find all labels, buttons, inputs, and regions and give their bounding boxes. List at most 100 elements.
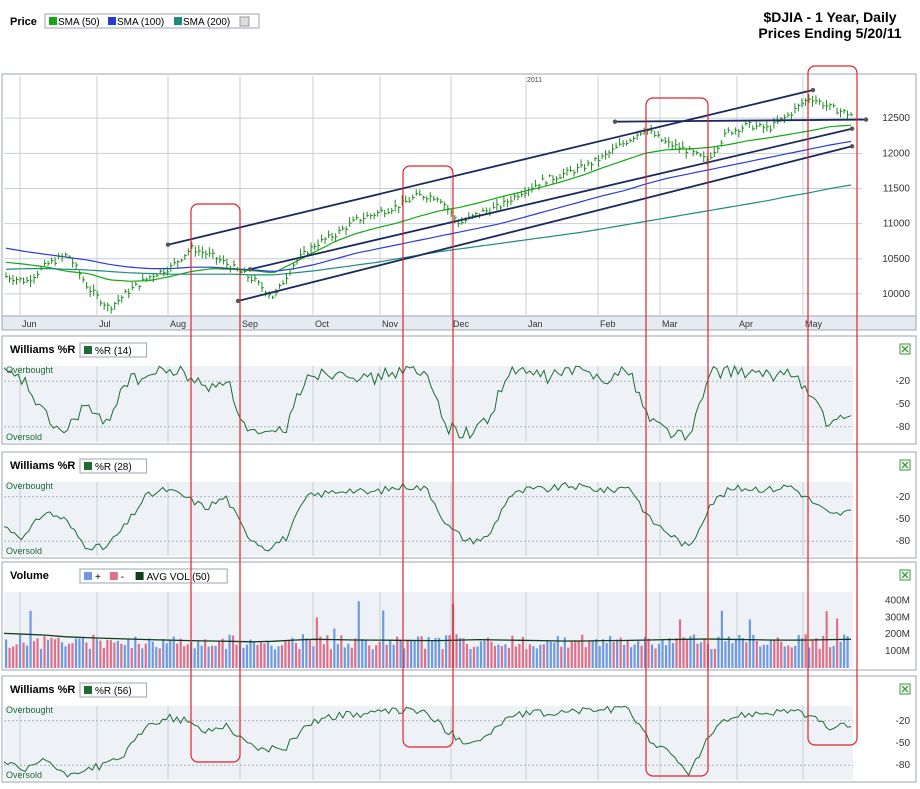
legend-label-sma200: SMA (200): [183, 17, 230, 28]
close-icon[interactable]: [899, 343, 911, 355]
volume-bar: [308, 639, 311, 668]
y-tick-label: 400M: [885, 595, 910, 606]
legend-swatch: [84, 686, 92, 694]
volume-bar: [479, 641, 483, 668]
volume-bar: [15, 644, 18, 668]
close-icon[interactable]: [899, 459, 911, 471]
volume-bar: [801, 638, 804, 668]
volume-bar: [8, 647, 11, 668]
volume-bar: [696, 643, 699, 668]
volume-bar: [113, 642, 116, 668]
volume-bar: [134, 636, 137, 668]
volume-bar: [361, 639, 364, 668]
volume-bar: [609, 635, 612, 668]
volume-bar: [483, 640, 486, 668]
x-tick-label: Sep: [242, 319, 258, 329]
volume-bar: [773, 639, 776, 668]
volume-bar: [595, 639, 598, 668]
volume-bar: [382, 610, 385, 668]
volume-bar: [650, 644, 654, 668]
volume-bar: [36, 638, 39, 668]
volume-bar: [623, 644, 626, 668]
indicator-title: Williams %R: [10, 684, 75, 696]
volume-bar: [427, 637, 430, 668]
indicator-plot-bg: [4, 706, 853, 780]
volume-bar: [39, 648, 43, 668]
legend-label: +: [95, 572, 101, 583]
volume-bar: [172, 636, 175, 668]
volume-bar: [378, 641, 381, 668]
x-tick-label: Jul: [99, 319, 111, 329]
oversold-label: Oversold: [6, 546, 42, 556]
volume-bar: [11, 646, 15, 668]
williams-line: [3, 705, 852, 778]
x-tick-label: Nov: [382, 319, 399, 329]
volume-bar: [637, 641, 640, 668]
volume-bar: [179, 638, 182, 668]
volume-bar: [221, 638, 224, 668]
volume-bar: [591, 640, 594, 668]
volume-bar: [417, 636, 420, 668]
y-tick-label: -80: [896, 536, 911, 547]
volume-bar: [228, 634, 231, 668]
volume-bar: [155, 647, 158, 668]
volume-bar: [678, 619, 682, 668]
x-tick-label: Aug: [170, 319, 186, 329]
indicator-title: Volume: [10, 570, 49, 582]
highlight-box: [645, 97, 709, 777]
volume-bar: [18, 634, 22, 668]
price-panel-frame: [1, 73, 917, 317]
volume-bar: [144, 643, 147, 668]
volume-bar: [598, 645, 601, 668]
volume-bar: [731, 643, 734, 668]
trendline-anchor: [849, 144, 855, 149]
volume-bar: [787, 645, 790, 668]
volume-bar: [78, 638, 81, 668]
chart-title-line1: $DJIA - 1 Year, Daily: [763, 9, 896, 25]
y-tick-label: 10500: [882, 254, 910, 265]
volume-bar: [839, 641, 842, 668]
volume-bar: [200, 645, 203, 668]
close-icon[interactable]: [899, 683, 911, 695]
volume-bar: [532, 646, 535, 668]
volume-bar: [109, 640, 112, 668]
volume-bar: [102, 647, 105, 668]
volume-bar: [528, 644, 531, 668]
volume-bar: [497, 644, 500, 668]
volume-bar: [322, 644, 325, 668]
volume-bar: [556, 636, 559, 668]
legend-swatch-sma200: [174, 17, 182, 25]
volume-bar: [444, 635, 448, 668]
legend-swatch-sma50: [49, 17, 57, 25]
legend-swatch-sma100: [108, 17, 116, 25]
volume-bar: [92, 634, 95, 668]
volume-bar: [430, 640, 434, 668]
volume-bar: [741, 638, 744, 668]
volume-bar: [403, 648, 406, 668]
legend-label: %R (28): [95, 462, 132, 473]
legend-close-icon[interactable]: [239, 16, 250, 27]
volume-bar: [822, 635, 825, 668]
y-tick-label: 10000: [882, 289, 910, 300]
close-icon[interactable]: [899, 569, 911, 581]
volume-bar: [727, 636, 730, 668]
volume-bar: [53, 639, 57, 668]
highlight-box: [402, 165, 454, 748]
volume-bar: [424, 648, 427, 668]
trendline-anchor: [165, 242, 171, 247]
series-line-sma-100-: [5, 140, 852, 272]
trendline: [167, 89, 814, 246]
volume-bar: [371, 649, 374, 668]
y-tick-label: 12000: [882, 148, 910, 159]
volume-bar: [671, 643, 675, 668]
trendline: [237, 145, 853, 302]
volume-bar: [783, 646, 786, 668]
close-icon-x: [901, 571, 909, 579]
volume-bar: [280, 645, 284, 668]
volume-bar: [657, 643, 661, 668]
volume-bar: [169, 639, 172, 668]
volume-bar: [207, 646, 210, 668]
volume-bar: [661, 639, 664, 668]
legend-swatch: [109, 572, 118, 580]
volume-bar: [682, 637, 685, 668]
